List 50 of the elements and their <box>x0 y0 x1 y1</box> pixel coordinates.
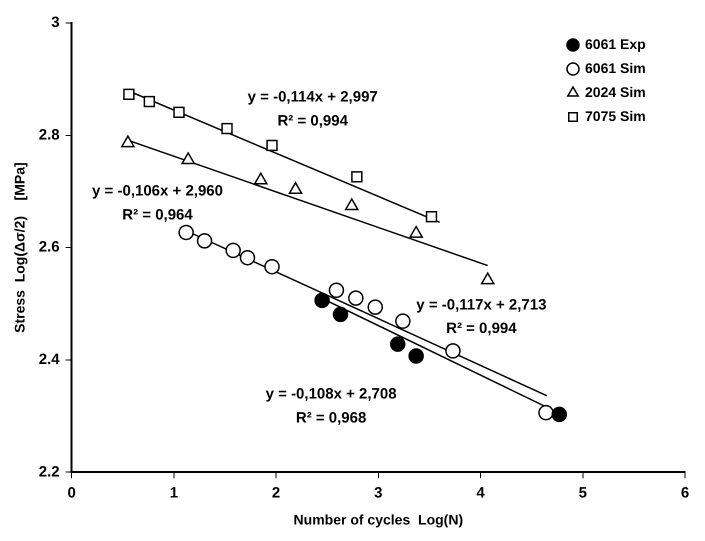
legend-label: 2024 Sim <box>585 84 646 100</box>
point <box>390 336 406 352</box>
legend-label: 7075 Sim <box>585 108 646 124</box>
annotation: y = -0,108x + 2,708 <box>266 386 397 403</box>
y-tick-label: 2.8 <box>38 126 60 144</box>
x-tick-label: 3 <box>374 484 382 502</box>
x-tick-label: 2 <box>272 484 280 502</box>
annotation: y = -0,106x + 2,960 <box>92 182 223 200</box>
y-tick-label: 2.2 <box>38 463 60 480</box>
annotation: R² = 0,994 <box>277 112 349 130</box>
point <box>173 106 185 118</box>
point <box>395 313 411 329</box>
point <box>266 140 278 152</box>
x-tick-label: 4 <box>476 484 486 502</box>
annotation: R² = 0,968 <box>296 409 366 426</box>
point <box>221 122 233 134</box>
point <box>328 282 344 298</box>
x-axis-title: Number of cycles Log(N) <box>294 511 464 528</box>
legend-label: 6061 Sim <box>585 60 646 76</box>
point <box>552 406 568 422</box>
annotation: y = -0,117x + 2,713 <box>416 296 546 314</box>
y-tick-label: 2.4 <box>38 351 60 368</box>
point <box>426 211 438 222</box>
point <box>225 242 241 258</box>
point <box>348 290 364 306</box>
legend-label: 6061 Exp <box>585 36 646 52</box>
x-tick-label: 0 <box>67 484 76 502</box>
point <box>264 258 280 274</box>
x-tick-label: 1 <box>170 484 178 502</box>
point <box>288 182 302 194</box>
point <box>351 171 363 183</box>
y-tick-label: 3 <box>51 14 60 32</box>
point <box>368 299 384 315</box>
y-tick-label: 2.6 <box>38 238 60 256</box>
point <box>445 343 461 359</box>
point <box>408 348 424 364</box>
point <box>240 250 256 266</box>
y-axis-title: Stress Log(Δσ/2) [MPa] <box>11 162 28 333</box>
annotation: y = -0,114x + 2,997 <box>248 88 378 106</box>
x-tick-label: 5 <box>578 484 587 502</box>
point <box>178 224 194 240</box>
x-tick-label: 6 <box>680 484 690 502</box>
point <box>144 96 156 108</box>
point <box>123 88 135 100</box>
point <box>196 233 212 249</box>
point <box>538 404 554 420</box>
annotation: R² = 0,994 <box>446 320 518 338</box>
point <box>332 306 348 322</box>
annotation: R² = 0,964 <box>122 206 194 224</box>
point <box>314 292 330 308</box>
